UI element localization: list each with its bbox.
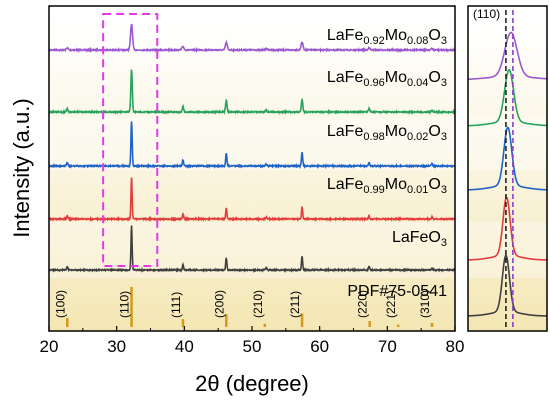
highlight-box bbox=[102, 13, 159, 267]
series-line-4 bbox=[49, 225, 455, 274]
series-label-4: LaFeO3 bbox=[392, 229, 447, 249]
inset-series-line-2 bbox=[468, 126, 547, 191]
x-tick-label-4: 60 bbox=[310, 337, 329, 356]
inset-band-3 bbox=[468, 170, 547, 222]
x-tick-label-2: 40 bbox=[175, 337, 194, 356]
reference-hkl-3: (200) bbox=[212, 290, 226, 318]
reference-title: PDF#75-0541 bbox=[347, 283, 447, 300]
series-line-0 bbox=[49, 23, 455, 54]
inset-plot-frame bbox=[467, 5, 548, 332]
x-tick-label-0: 20 bbox=[40, 337, 59, 356]
reference-hkl-1: (110) bbox=[118, 291, 132, 318]
reference-hkl-8: (310) bbox=[418, 290, 432, 318]
series-label-3: LaFe0.99Mo0.01O3 bbox=[327, 176, 447, 196]
inset-band-1 bbox=[468, 60, 547, 118]
inset-title: (110) bbox=[473, 7, 500, 21]
inset-band-0 bbox=[468, 6, 547, 60]
inset-band-2 bbox=[468, 118, 547, 170]
inset-series-line-0 bbox=[468, 31, 547, 81]
inset-plot-background bbox=[468, 6, 547, 331]
series-line-3 bbox=[49, 177, 455, 223]
inset-series-line-1 bbox=[468, 68, 547, 127]
x-tick-label-1: 30 bbox=[107, 337, 126, 356]
x-tick-label-6: 80 bbox=[446, 337, 465, 356]
x-axis-title: 2θ (degree) bbox=[195, 371, 309, 396]
reference-hkl-7: (221) bbox=[384, 290, 398, 318]
reference-hkl-6: (220) bbox=[356, 290, 370, 318]
series-label-2: LaFe0.98Mo0.02O3 bbox=[327, 123, 447, 143]
reference-hkl-5: (211) bbox=[288, 291, 302, 318]
reference-hkl-0: (100) bbox=[53, 290, 67, 318]
reference-hkl-4: (210) bbox=[251, 290, 265, 318]
series-line-1 bbox=[49, 69, 455, 116]
inset-series-line-3 bbox=[468, 196, 547, 261]
series-label-1: LaFe0.96Mo0.04O3 bbox=[327, 69, 447, 89]
main-plot-background bbox=[49, 6, 455, 331]
inset-series-line-4 bbox=[468, 254, 547, 317]
reference-hkl-2: (111) bbox=[169, 292, 183, 318]
series-line-2 bbox=[49, 121, 455, 170]
inset-plot: (110) bbox=[467, 5, 548, 332]
band-4 bbox=[49, 222, 455, 278]
x-tick-label-3: 50 bbox=[243, 337, 262, 356]
band-2 bbox=[49, 118, 455, 170]
x-tick-label-5: 70 bbox=[378, 337, 397, 356]
series-label-0: LaFe0.92Mo0.08O3 bbox=[327, 27, 447, 47]
inset-band-4 bbox=[468, 222, 547, 278]
y-axis-title: Intensity (a.u.) bbox=[9, 98, 34, 237]
main-plot: (100) (110) (111) (200) (210) (211) (220) (221)… bbox=[9, 5, 465, 396]
